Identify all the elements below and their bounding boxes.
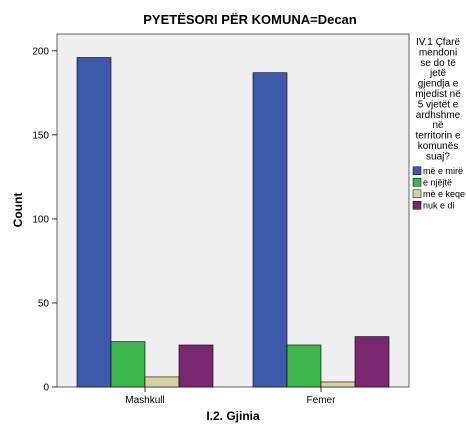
y-tick-label: 100 bbox=[32, 214, 49, 225]
legend-title-line: ardhshme bbox=[416, 110, 461, 121]
bar-1-3 bbox=[354, 336, 390, 388]
plot-area bbox=[56, 33, 410, 388]
y-axis-title: Count bbox=[11, 193, 25, 228]
bar-1-1 bbox=[286, 344, 322, 388]
x-tick-label: Mashkull bbox=[125, 395, 164, 406]
legend-title-line: IV.1 Çfarë bbox=[416, 37, 461, 48]
legend-item-label: më e mirë bbox=[423, 166, 463, 176]
legend-title-line: suaj? bbox=[426, 151, 450, 162]
bar-0-0 bbox=[76, 57, 112, 388]
legend-title-line: komunës bbox=[418, 141, 459, 152]
y-axis: 0 50 100 150 200 bbox=[32, 46, 57, 394]
y-tick-label: 50 bbox=[38, 298, 50, 309]
bar-1-0 bbox=[252, 72, 288, 388]
legend-item-label: më e keqe bbox=[423, 189, 465, 199]
bar-0-1 bbox=[110, 341, 146, 388]
legend-swatch bbox=[412, 178, 422, 187]
legend-swatch bbox=[412, 166, 422, 176]
legend-title-line: se do të bbox=[420, 58, 456, 69]
y-tick-label: 150 bbox=[32, 130, 49, 141]
x-axis: Mashkull Femer bbox=[125, 387, 336, 406]
legend-title-line: gjendja e bbox=[418, 79, 459, 90]
bar-0-2 bbox=[144, 376, 180, 388]
legend-title-line: mjedist në bbox=[415, 89, 461, 100]
legend-title-line: jetë bbox=[429, 68, 447, 79]
legend-swatch bbox=[412, 201, 422, 210]
bar-0-3 bbox=[178, 344, 214, 388]
y-tick-label: 0 bbox=[43, 383, 49, 394]
legend-title-line: territorin e bbox=[415, 131, 460, 142]
x-axis-title: I.2. Gjinia bbox=[206, 409, 260, 423]
legend-swatch bbox=[412, 189, 422, 199]
bar-1-2 bbox=[320, 381, 356, 388]
legend-title-line: në bbox=[432, 120, 444, 131]
chart-title: PYETËSORI PËR KOMUNA=Decan bbox=[143, 12, 357, 27]
legend-item-label: nuk e di bbox=[423, 200, 455, 210]
legend-item-label: e njëjtë bbox=[423, 177, 452, 187]
legend-title-line: 5 vjetët e bbox=[418, 99, 459, 110]
bars-group bbox=[76, 57, 390, 388]
y-tick-label: 200 bbox=[32, 46, 49, 57]
legend-title-line: mendoni bbox=[419, 47, 457, 58]
x-tick-label: Femer bbox=[307, 395, 337, 406]
